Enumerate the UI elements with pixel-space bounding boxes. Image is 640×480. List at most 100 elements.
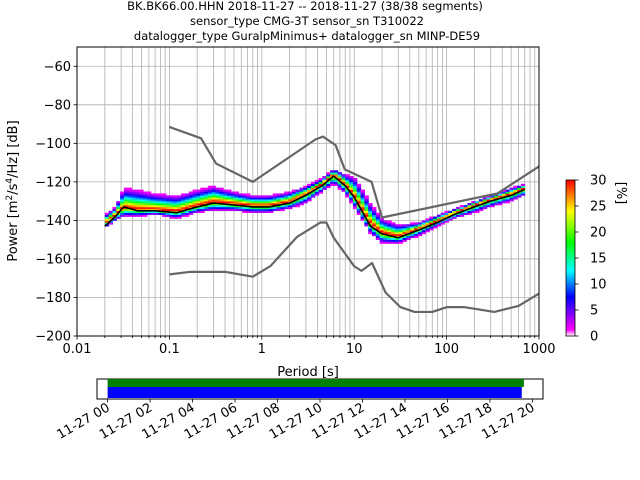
density-cell: [513, 191, 518, 194]
density-cell: [310, 193, 316, 196]
density-cell: [249, 197, 255, 200]
density-cell: [184, 212, 190, 215]
density-cell: [181, 210, 186, 213]
density-cell: [391, 230, 396, 233]
density-cell: [127, 212, 133, 215]
density-cell: [242, 193, 247, 196]
density-cell: [242, 199, 247, 202]
density-cell: [375, 216, 381, 219]
density-cell: [513, 193, 518, 196]
density-cell: [391, 237, 396, 240]
density-cell: [188, 210, 194, 213]
density-cell: [318, 183, 323, 187]
density-cell: [307, 199, 312, 202]
density-cell: [265, 199, 270, 202]
density-cell: [307, 197, 312, 200]
density-cell: [196, 208, 201, 212]
density-cell: [268, 210, 274, 213]
density-cell: [204, 197, 209, 200]
density-cell: [265, 197, 270, 200]
density-cell: [398, 241, 404, 244]
density-cell: [490, 197, 495, 200]
density-cell: [463, 204, 469, 208]
density-cell: [368, 206, 373, 210]
density-cell: [520, 185, 526, 188]
density-cell: [402, 226, 407, 229]
density-cell: [246, 195, 251, 198]
density-cell: [349, 185, 354, 188]
density-cell: [318, 187, 323, 190]
density-cell: [513, 195, 518, 198]
density-cell: [391, 224, 396, 227]
density-cell: [345, 176, 350, 179]
colorbar-gradient: [565, 179, 576, 337]
density-cell: [368, 208, 373, 212]
density-cell: [135, 206, 140, 210]
density-cell: [398, 237, 404, 240]
density-cell: [253, 203, 259, 206]
density-cell: [379, 224, 385, 227]
density-cell: [150, 204, 156, 208]
density-cell: [482, 206, 488, 210]
density-cell: [383, 231, 388, 235]
density-cell: [433, 218, 438, 221]
density-cell: [276, 204, 281, 208]
density-cell: [204, 195, 209, 198]
density-cell: [150, 193, 156, 196]
density-cell: [181, 208, 186, 212]
density-cell: [383, 237, 388, 240]
density-cell: [379, 228, 385, 231]
density-cell: [337, 172, 343, 175]
density-cell: [173, 199, 178, 202]
density-cell: [379, 235, 385, 239]
density-cell: [509, 191, 514, 194]
density-cell: [123, 204, 129, 208]
density-cell: [505, 199, 511, 202]
density-cell: [364, 199, 369, 202]
density-cell: [142, 210, 148, 213]
density-cell: [337, 178, 343, 181]
density-cell: [226, 189, 232, 192]
density-cell: [173, 214, 178, 217]
density-cell: [192, 203, 198, 206]
density-cell: [142, 197, 148, 200]
density-cell: [238, 203, 243, 206]
density-cell: [230, 208, 236, 212]
density-cell: [223, 201, 228, 204]
density-cell: [276, 201, 281, 204]
density-cell: [234, 197, 240, 200]
density-cell: [120, 195, 125, 198]
density-cell: [127, 201, 133, 204]
density-cell: [272, 193, 278, 196]
density-cell: [112, 212, 117, 215]
density-cell: [192, 193, 198, 196]
density-cell: [452, 208, 457, 212]
density-cell: [131, 195, 136, 198]
density-cell: [200, 208, 205, 212]
density-cell: [486, 203, 491, 206]
density-cell: [123, 187, 129, 190]
density-cell: [288, 197, 293, 200]
density-cell: [295, 199, 301, 202]
density-cell: [486, 195, 491, 198]
density-cell: [513, 197, 518, 200]
density-cell: [341, 187, 346, 190]
density-cell: [108, 210, 114, 213]
density-cell: [463, 206, 469, 210]
density-cell: [127, 203, 133, 206]
density-cell: [135, 191, 140, 194]
density-cell: [215, 193, 220, 196]
density-cell: [139, 193, 144, 196]
density-cell: [402, 228, 407, 231]
density-cell: [349, 181, 354, 185]
availability-bars: [107, 379, 524, 398]
density-cell: [120, 191, 125, 194]
density-cell: [146, 199, 152, 202]
density-cell: [211, 197, 217, 200]
density-cell: [112, 210, 117, 213]
density-cell: [211, 189, 217, 192]
density-cell: [375, 220, 381, 223]
density-cell: [517, 193, 522, 196]
colorbar-label: [%]: [613, 182, 628, 205]
density-cell: [288, 203, 293, 206]
